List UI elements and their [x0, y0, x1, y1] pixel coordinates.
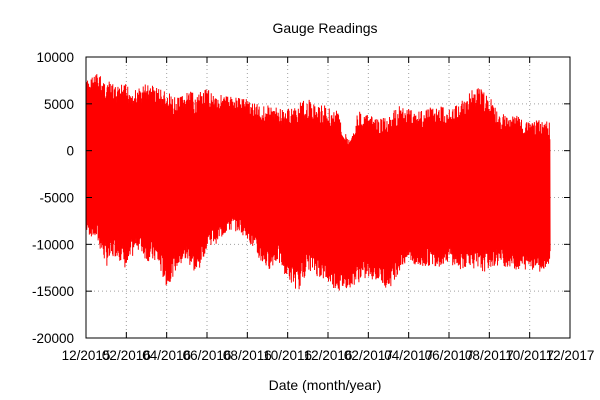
x-axis-label: Date (month/year) [269, 377, 382, 393]
x-tick-label: 02/2017 [344, 348, 393, 363]
x-tick-label: 12/2017 [546, 348, 595, 363]
x-tick-label: 08/2017 [465, 348, 514, 363]
x-tick-label: 10/2016 [263, 348, 312, 363]
x-tick-label: 04/2016 [142, 348, 191, 363]
chart-title: Gauge Readings [272, 20, 377, 36]
x-tick-label: 12/2016 [304, 348, 353, 363]
y-axis-tick-labels: -20000 -15000 -10000 -5000 0 5000 10000 [32, 50, 74, 346]
x-axis-tick-labels: 12/201502/201604/201606/201608/201610/20… [62, 348, 595, 363]
y-tick-label: 10000 [36, 50, 74, 65]
y-tick-label: -20000 [32, 331, 74, 346]
series-line [85, 74, 551, 291]
y-tick-label: -10000 [32, 237, 74, 252]
y-tick-label: 5000 [44, 97, 74, 112]
x-tick-label: 12/2015 [62, 348, 111, 363]
plot-area [85, 74, 551, 291]
axis-ticks [85, 56, 571, 339]
x-tick-label: 02/2016 [102, 348, 151, 363]
x-tick-label: 10/2017 [505, 348, 554, 363]
x-tick-label: 06/2016 [183, 348, 232, 363]
y-tick-label: -15000 [32, 284, 74, 299]
y-tick-label: -5000 [39, 191, 74, 206]
x-tick-label: 04/2017 [384, 348, 433, 363]
x-tick-label: 08/2016 [223, 348, 272, 363]
y-tick-label: 0 [66, 144, 74, 159]
x-tick-label: 06/2017 [425, 348, 474, 363]
